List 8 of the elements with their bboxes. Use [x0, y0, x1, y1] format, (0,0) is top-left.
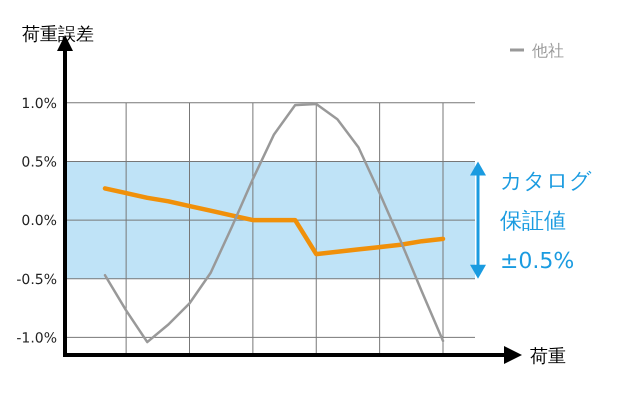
y-tick-label: -1.0%: [16, 330, 57, 346]
legend-label: 他社: [532, 41, 564, 60]
y-tick-label: -0.5%: [16, 272, 57, 288]
x-axis-title: 荷重: [530, 346, 566, 367]
y-tick-label: 1.0%: [21, 96, 57, 112]
band-label: カタログ保証値±0.5%: [500, 169, 592, 274]
y-tick-label: 0.5%: [21, 154, 57, 170]
y-tick-label: 0.0%: [21, 213, 57, 230]
